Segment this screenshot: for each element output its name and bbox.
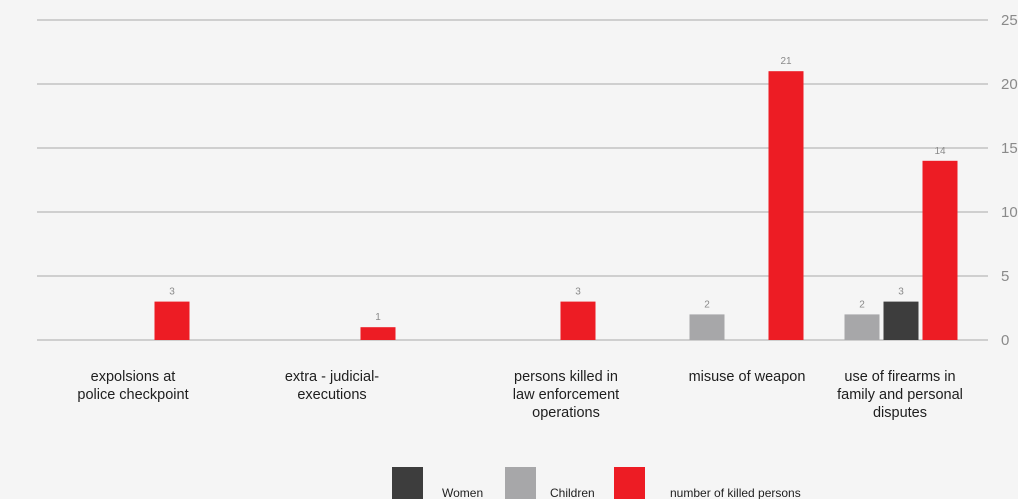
bar bbox=[360, 327, 396, 340]
category-label: family and personal bbox=[837, 387, 963, 403]
bar bbox=[154, 301, 190, 340]
legend-label: number of killed persons bbox=[670, 486, 801, 499]
data-label: 2 bbox=[704, 299, 710, 310]
category-label: misuse of weapon bbox=[689, 369, 806, 385]
legend-label: Women bbox=[442, 486, 483, 499]
y-tick-label: 25 bbox=[1001, 12, 1018, 29]
legend-swatch bbox=[614, 467, 645, 499]
bar bbox=[560, 301, 596, 340]
bar bbox=[922, 160, 958, 340]
y-tick-label: 5 bbox=[1001, 268, 1009, 285]
bar bbox=[883, 301, 919, 340]
y-tick-label: 10 bbox=[1001, 204, 1018, 221]
data-label: 3 bbox=[575, 287, 581, 298]
y-tick-label: 15 bbox=[1001, 140, 1018, 157]
legend-swatch bbox=[505, 467, 536, 499]
category-label: extra - judicial- bbox=[285, 369, 379, 385]
category-labels: expolsions at police checkpoint extra - ju… bbox=[77, 369, 963, 421]
category-label: police checkpoint bbox=[77, 387, 188, 403]
bar bbox=[768, 71, 804, 340]
data-label: 1 bbox=[375, 312, 381, 323]
legend-label: Children bbox=[550, 486, 595, 499]
grid-lines bbox=[37, 19, 988, 341]
bars: 3 2 2 3 1 3 21 14 bbox=[154, 56, 958, 340]
data-label: 3 bbox=[169, 287, 175, 298]
y-axis-labels: 0 5 10 15 20 25 bbox=[1001, 12, 1018, 349]
category-label: use of firearms in bbox=[844, 369, 955, 385]
category-label: operations bbox=[532, 405, 600, 421]
category-label: executions bbox=[297, 387, 366, 403]
legend: Women Children number of killed persons bbox=[392, 467, 801, 499]
data-label: 2 bbox=[859, 299, 865, 310]
legend-swatch bbox=[392, 467, 423, 499]
y-tick-label: 0 bbox=[1001, 332, 1009, 349]
data-label: 3 bbox=[898, 287, 904, 298]
y-tick-label: 20 bbox=[1001, 76, 1018, 93]
data-label: 21 bbox=[780, 56, 792, 67]
bar bbox=[844, 314, 880, 340]
category-label: law enforcement bbox=[513, 387, 619, 403]
data-label: 14 bbox=[934, 146, 946, 157]
bar bbox=[689, 314, 725, 340]
category-label: expolsions at bbox=[91, 369, 176, 385]
category-label: disputes bbox=[873, 405, 927, 421]
category-label: persons killed in bbox=[514, 369, 618, 385]
